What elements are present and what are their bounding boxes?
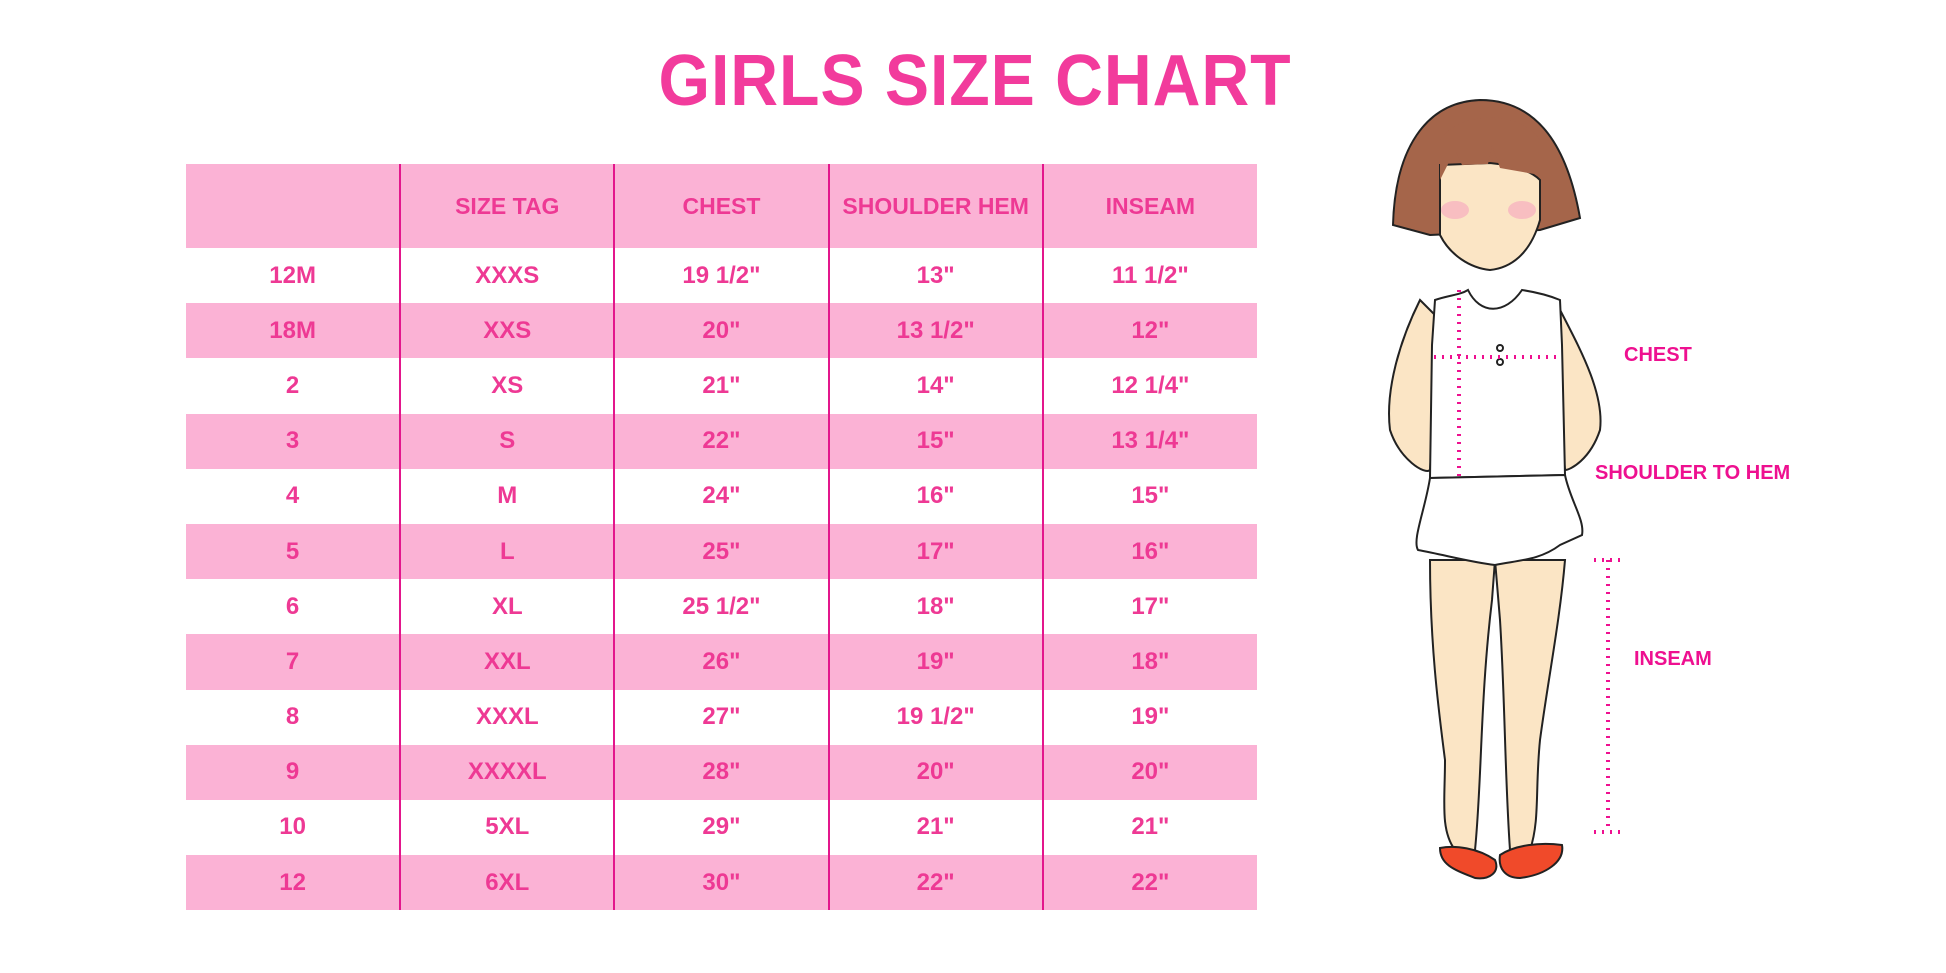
table-cell: S (399, 413, 615, 469)
chest-label: CHEST (1624, 344, 1692, 366)
table-row: 10 5XL 29" 21" 21" (186, 799, 1257, 856)
table-cell: XXXL (399, 689, 615, 745)
table-row: 5 L 25" 17" 16" (186, 523, 1257, 580)
inseam-label: INSEAM (1634, 648, 1712, 670)
table-cell: 16" (827, 468, 1043, 524)
table-cell: 6XL (399, 855, 615, 911)
table-cell: 12 (186, 855, 401, 911)
table-cell: 19 1/2" (613, 248, 829, 304)
table-cell: 25 1/2" (613, 579, 829, 635)
table-cell: 17" (1041, 579, 1257, 635)
table-cell: 3 (186, 413, 401, 469)
column-header: INSEAM (1041, 164, 1257, 248)
table-cell: XXS (399, 303, 615, 359)
table-cell: 17" (827, 523, 1043, 580)
table-cell: 18" (1041, 634, 1257, 690)
table-cell: 7 (186, 634, 401, 690)
table-cell: 21" (1041, 799, 1257, 856)
table-cell: 11 1/2" (1041, 248, 1257, 304)
table-cell: 15" (1041, 468, 1257, 524)
table-cell: 5XL (399, 799, 615, 856)
table-cell: XXXS (399, 248, 615, 304)
table-cell: 6 (285, 592, 300, 620)
column-header: SIZE TAG (399, 164, 615, 248)
table-cell: 16" (1041, 523, 1257, 580)
table-cell: 19" (1041, 689, 1257, 745)
table-cell: 26" (613, 634, 829, 690)
table-cell: 20" (613, 303, 829, 359)
table-cell: 2 (285, 371, 300, 399)
table-cell: 18M (186, 303, 401, 359)
table-row: 8 XXXL 27" 19 1/2" 19" (186, 689, 1257, 745)
table-cell: 22" (1041, 855, 1257, 911)
table-cell: 21" (827, 799, 1043, 856)
table-header-row: SIZE TAG CHEST SHOULDER HEM INSEAM (186, 164, 1257, 248)
table-row: 6 XL 25 1/2" 18" 17" (186, 579, 1257, 635)
table-cell: 22" (613, 413, 829, 469)
table-cell: M (399, 468, 615, 524)
table-cell: 25" (613, 523, 829, 580)
table-cell: 9 (186, 744, 401, 800)
table-cell: 19" (827, 634, 1043, 690)
table-cell: 19 1/2" (827, 689, 1043, 745)
table-cell: L (399, 523, 615, 580)
table-row: 12M XXXS 19 1/2" 13" 11 1/2" (186, 248, 1257, 304)
table-cell: 21" (613, 358, 829, 414)
page-title: GIRLS SIZE CHART (658, 41, 1292, 121)
table-cell: 20" (827, 744, 1043, 800)
table-cell: 12M (269, 261, 316, 289)
table-cell: 15" (827, 413, 1043, 469)
table-cell: 13" (827, 248, 1043, 304)
table-row: 2 XS 21" 14" 12 1/4" (186, 358, 1257, 414)
table-cell: 30" (613, 855, 829, 911)
column-header: SHOULDER HEM (827, 164, 1043, 248)
table-row: 9 XXXXL 28" 20" 20" (186, 744, 1257, 800)
table-row: 18M XXS 20" 13 1/2" 12" (186, 303, 1257, 359)
table-cell: 14" (827, 358, 1043, 414)
table-cell: XS (399, 358, 615, 414)
table-row: 4 M 24" 16" 15" (186, 468, 1257, 524)
table-cell: 28" (613, 744, 829, 800)
table-cell: XXL (399, 634, 615, 690)
girl-measurement-illustration (1388, 98, 1622, 880)
table-cell: 29" (613, 799, 829, 856)
size-chart-table: SIZE TAG CHEST SHOULDER HEM INSEAM 12M XXXS 1… (186, 164, 1257, 911)
table-cell: 12 1/4" (1041, 358, 1257, 414)
table-cell: 20" (1041, 744, 1257, 800)
column-header: CHEST (613, 164, 829, 248)
table-cell: 24" (613, 468, 829, 524)
table-cell: 4 (285, 482, 300, 510)
table-cell: 8 (285, 703, 300, 731)
column-header (186, 164, 401, 248)
shoulder-to-hem-label: SHOULDER TO HEM (1595, 462, 1791, 484)
table-cell: XL (399, 579, 615, 635)
table-row: 12 6XL 30" 22" 22" (186, 855, 1257, 911)
table-cell: 5 (186, 523, 401, 580)
table-cell: 22" (827, 855, 1043, 911)
table-cell: 12" (1041, 303, 1257, 359)
table-cell: 27" (613, 689, 829, 745)
table-cell: 13 1/4" (1041, 413, 1257, 469)
table-cell: 10 (279, 813, 306, 841)
table-row: 7 XXL 26" 19" 18" (186, 634, 1257, 690)
table-cell: 13 1/2" (827, 303, 1043, 359)
table-cell: XXXXL (399, 744, 615, 800)
table-cell: 18" (827, 579, 1043, 635)
table-row: 3 S 22" 15" 13 1/4" (186, 413, 1257, 469)
